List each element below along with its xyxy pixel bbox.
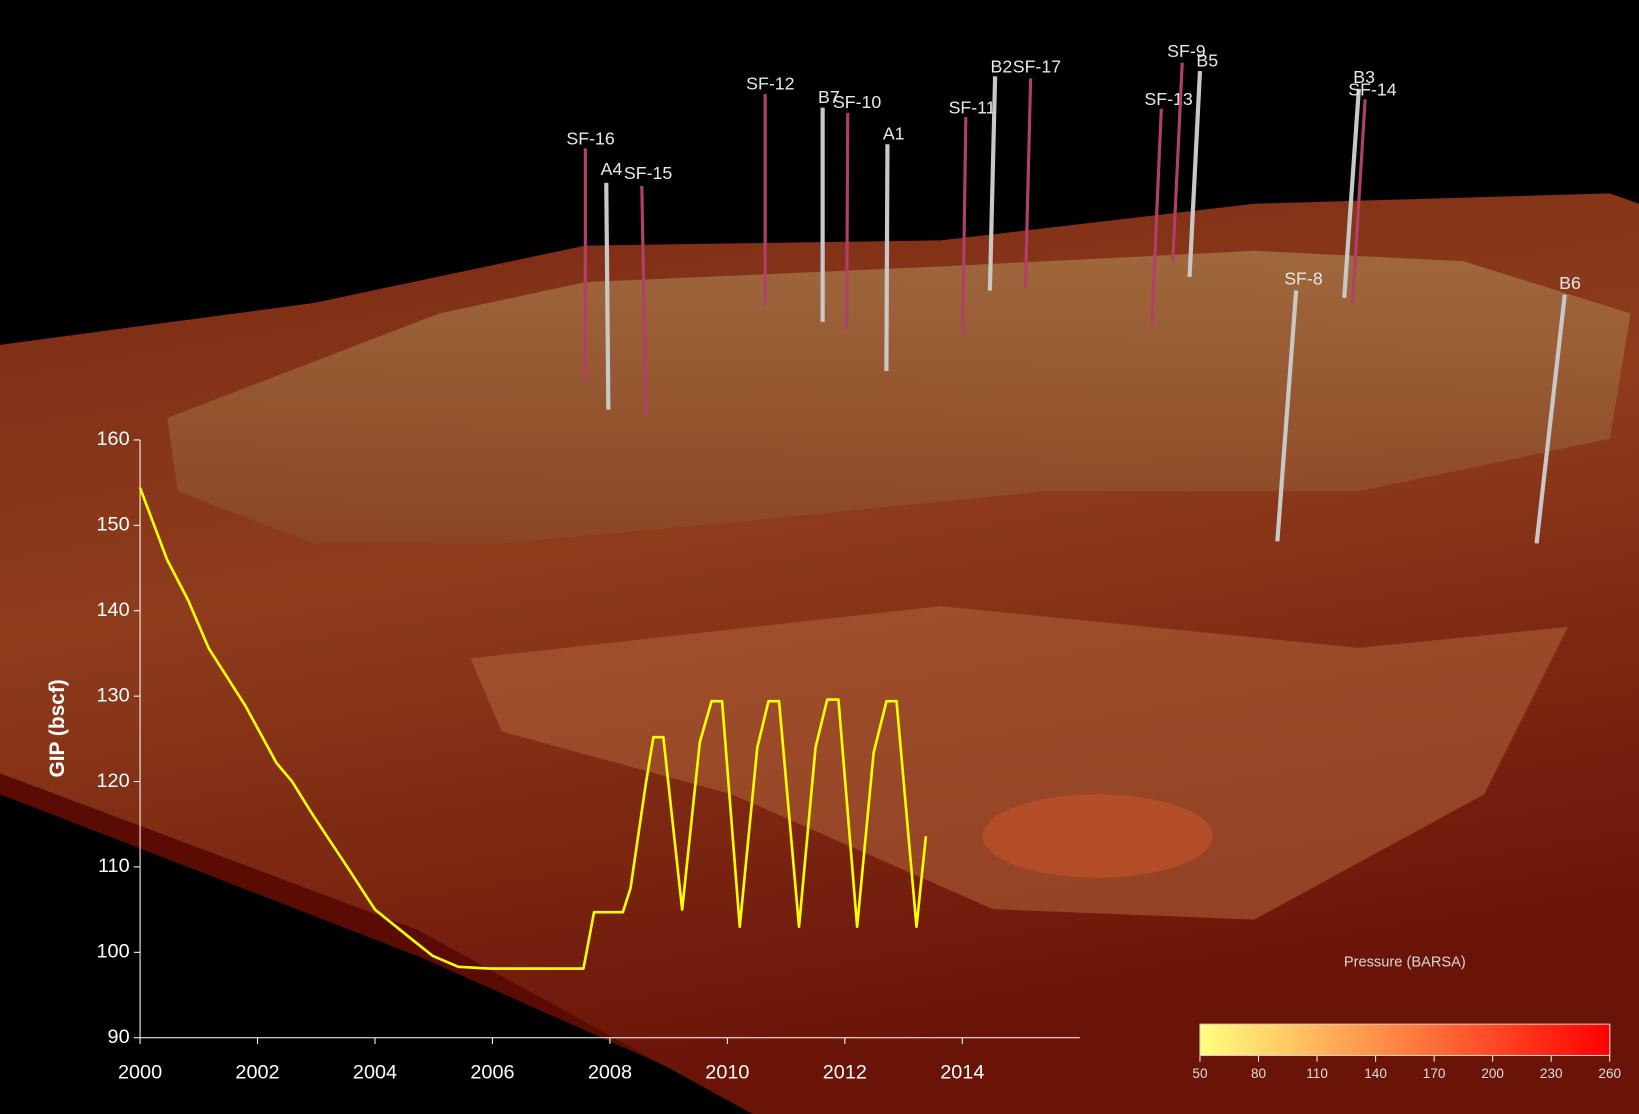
colorbar-tick-label: 50 [1192,1066,1208,1081]
well [1534,294,1567,544]
gip-line [138,487,928,970]
well [1342,88,1361,298]
colorbar-tick-label: 170 [1423,1066,1446,1081]
y-tick-label: 120 [97,770,130,792]
well-label: A1 [883,123,905,143]
x-tick-label: 2008 [588,1061,632,1083]
well-label: SF-17 [1013,57,1061,77]
well [1023,78,1033,289]
well-label: B6 [1559,273,1581,293]
well [1171,62,1184,262]
well [1275,290,1299,542]
colorbar-tick-label: 80 [1251,1066,1267,1081]
y-tick-label: 90 [108,1026,130,1048]
colorbar-tick-label: 230 [1540,1066,1563,1081]
well-label: B7 [818,87,840,107]
well-label: A4 [601,159,623,179]
well-label: SF-14 [1348,80,1396,100]
well-label: SF-11 [949,97,996,117]
y-tick-label: 150 [97,514,130,536]
x-tick-label: 2002 [235,1061,279,1083]
well-label: SF-9 [1167,41,1206,61]
reservoir-ridge [470,606,1568,920]
well [987,76,998,291]
well [961,117,968,335]
colorbar-tick-label: 140 [1364,1066,1387,1081]
well-label: SF-12 [746,73,794,93]
well-label: B2 [991,57,1013,77]
colorbar-tick-label: 110 [1306,1066,1328,1081]
x-tick-label: 2012 [823,1061,867,1083]
x-tick-label: 2014 [940,1061,984,1083]
y-tick-label: 130 [97,684,130,706]
y-tick-label: 160 [97,428,130,450]
y-axis-title: GIP (bscf) [46,679,69,777]
well-label: B5 [1196,50,1218,70]
y-tick-label: 110 [98,855,130,877]
well-label: SF-13 [1144,89,1192,109]
well [1351,99,1367,304]
well [884,144,890,371]
well-label: SF-16 [566,129,614,149]
y-tick-label: 140 [97,599,130,621]
x-tick-label: 2006 [470,1061,514,1083]
well-label: B3 [1353,67,1375,87]
well-label: SF-15 [624,163,672,183]
well [1150,108,1163,325]
colorbar-tick-label: 260 [1598,1066,1621,1081]
well-label: SF-10 [833,92,881,112]
x-tick-label: 2010 [705,1061,749,1083]
well [640,185,648,416]
x-tick-label: 2004 [353,1061,397,1083]
well [845,112,850,330]
reservoir-plateau [167,250,1631,544]
y-tick-label: 100 [97,941,130,963]
well-label: SF-8 [1284,269,1323,289]
x-tick-label: 2000 [118,1061,162,1083]
colorbar [1199,1023,1611,1057]
well [604,182,611,410]
well [1187,70,1203,278]
reservoir-dome [982,794,1213,878]
colorbar-title: Pressure (BARSA) [1344,954,1466,970]
colorbar-tick-label: 200 [1481,1066,1504,1081]
